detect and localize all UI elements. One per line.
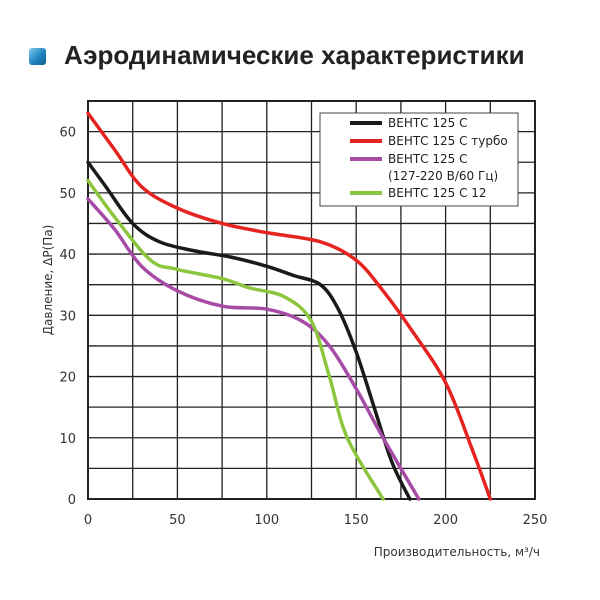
legend-label-line2: (127-220 В/60 Гц) bbox=[388, 169, 498, 183]
series-line-3 bbox=[86, 178, 385, 501]
x-tick-label: 50 bbox=[169, 513, 186, 528]
y-tick-label: 0 bbox=[68, 493, 76, 508]
x-tick-label: 100 bbox=[254, 513, 279, 528]
legend-label: ВЕНТС 125 С bbox=[388, 116, 467, 130]
title-square-icon bbox=[29, 48, 46, 65]
series-line-1 bbox=[86, 111, 493, 501]
x-tick-label: 200 bbox=[433, 513, 458, 528]
plot-frame bbox=[87, 100, 536, 500]
y-tick-label: 30 bbox=[59, 309, 76, 324]
y-tick-label: 10 bbox=[59, 432, 76, 447]
series-line-0 bbox=[86, 160, 412, 501]
legend-label: ВЕНТС 125 С bbox=[388, 152, 467, 166]
legend-label: ВЕНТС 125 С турбо bbox=[388, 134, 508, 148]
series-line-2 bbox=[86, 197, 421, 501]
y-tick-label: 60 bbox=[59, 126, 76, 141]
x-tick-label: 250 bbox=[523, 513, 548, 528]
y-tick-label: 50 bbox=[59, 187, 76, 202]
y-tick-label: 40 bbox=[59, 248, 76, 263]
x-tick-label: 0 bbox=[84, 513, 92, 528]
page-title: Аэродинамические характеристики bbox=[64, 40, 525, 70]
x-axis-label: Производительность, м³/ч bbox=[374, 545, 540, 559]
legend-label: ВЕНТС 125 С 12 bbox=[388, 186, 487, 200]
y-axis-label: Давление, ΔР(Па) bbox=[41, 225, 55, 336]
x-tick-label: 150 bbox=[344, 513, 369, 528]
y-tick-label: 20 bbox=[59, 371, 76, 386]
